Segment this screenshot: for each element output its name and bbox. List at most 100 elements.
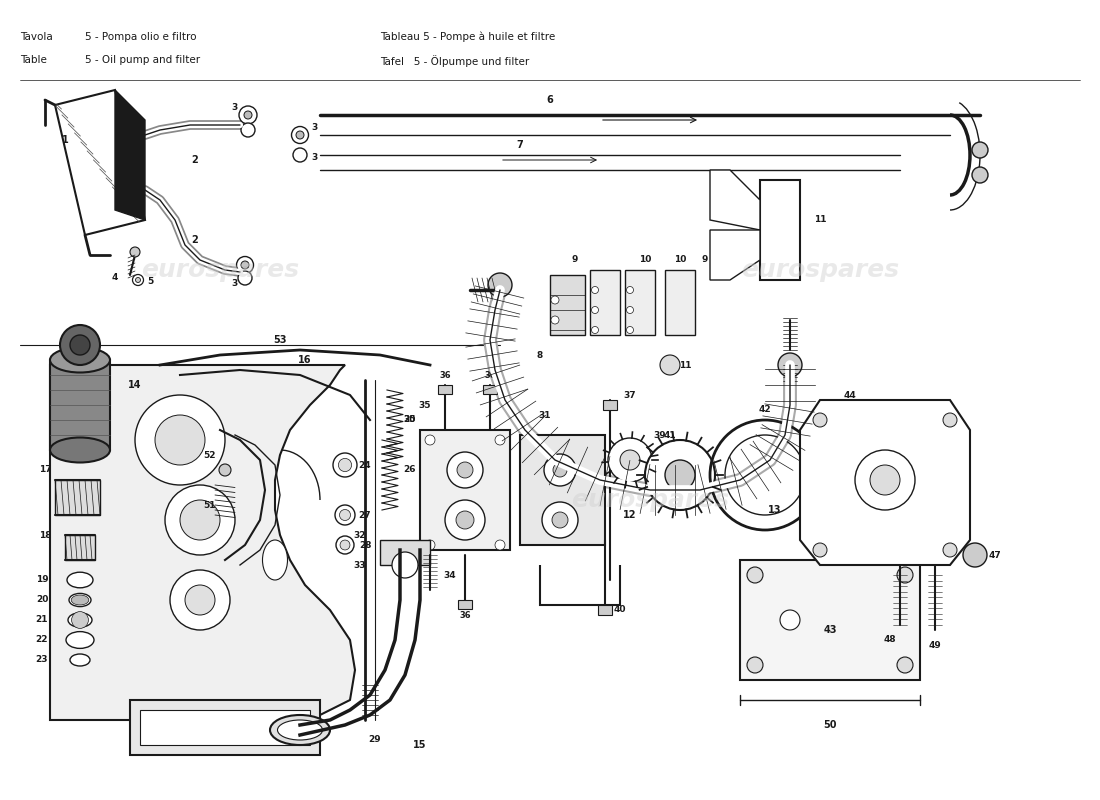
Text: 15: 15	[414, 740, 427, 750]
Ellipse shape	[263, 540, 287, 580]
Text: 37: 37	[624, 390, 636, 399]
Bar	[65, 535, 95, 560]
Text: 50: 50	[823, 720, 837, 730]
Bar	[840, 410, 865, 450]
Circle shape	[778, 353, 802, 377]
Text: 26: 26	[404, 466, 416, 474]
Circle shape	[620, 450, 640, 470]
Circle shape	[239, 106, 257, 124]
Text: 32: 32	[354, 530, 366, 539]
Text: 6: 6	[547, 95, 553, 105]
Circle shape	[447, 452, 483, 488]
Text: 10: 10	[674, 255, 686, 265]
Circle shape	[896, 657, 913, 673]
Circle shape	[592, 286, 598, 294]
Circle shape	[918, 418, 942, 442]
Bar	[438, 385, 452, 394]
Circle shape	[943, 413, 957, 427]
Text: 9: 9	[702, 255, 708, 265]
Bar	[590, 270, 620, 335]
Circle shape	[336, 505, 355, 525]
Circle shape	[296, 131, 304, 139]
Circle shape	[592, 306, 598, 314]
Circle shape	[165, 485, 235, 555]
Text: eurospares: eurospares	[141, 258, 299, 282]
Circle shape	[627, 306, 634, 314]
Circle shape	[236, 257, 253, 274]
Ellipse shape	[50, 438, 110, 462]
Circle shape	[553, 463, 566, 477]
Circle shape	[552, 512, 568, 528]
Text: 44: 44	[844, 390, 857, 399]
Circle shape	[544, 454, 576, 486]
Bar	[603, 400, 617, 410]
Text: 5: 5	[147, 278, 153, 286]
Text: 48: 48	[883, 635, 896, 645]
Circle shape	[813, 543, 827, 557]
Circle shape	[238, 271, 252, 285]
Bar	[598, 605, 612, 615]
Text: 5 - Oil pump and filter: 5 - Oil pump and filter	[85, 55, 200, 65]
Text: eurospares: eurospares	[741, 258, 899, 282]
Text: 40: 40	[614, 606, 626, 614]
Circle shape	[627, 326, 634, 334]
Circle shape	[645, 440, 715, 510]
Circle shape	[72, 611, 88, 629]
Polygon shape	[710, 170, 760, 230]
Bar	[483, 385, 497, 394]
Text: 2: 2	[191, 155, 198, 165]
Text: eurospares: eurospares	[571, 488, 729, 512]
Text: 49: 49	[928, 641, 942, 650]
Ellipse shape	[277, 720, 322, 740]
Ellipse shape	[270, 715, 330, 745]
Text: 13: 13	[768, 505, 782, 515]
Circle shape	[425, 435, 435, 445]
Text: 36: 36	[459, 610, 471, 619]
Text: 30: 30	[404, 415, 416, 425]
Bar	[625, 270, 654, 335]
Text: 9: 9	[572, 255, 579, 265]
Polygon shape	[116, 90, 145, 220]
Text: 29: 29	[368, 735, 382, 745]
Text: 33: 33	[354, 561, 366, 570]
Ellipse shape	[68, 613, 92, 627]
Circle shape	[293, 148, 307, 162]
Text: 3: 3	[312, 154, 318, 162]
Circle shape	[135, 395, 226, 485]
Circle shape	[185, 585, 214, 615]
Text: Tableau 5 - Pompe à huile et filtre: Tableau 5 - Pompe à huile et filtre	[379, 32, 556, 42]
Text: 21: 21	[35, 615, 48, 625]
Circle shape	[972, 142, 988, 158]
Polygon shape	[800, 400, 970, 565]
Text: 35: 35	[419, 401, 431, 410]
Text: 10: 10	[639, 255, 651, 265]
Circle shape	[747, 567, 763, 583]
Text: 12: 12	[624, 510, 637, 520]
Circle shape	[488, 273, 512, 297]
Text: 41: 41	[663, 430, 676, 439]
Circle shape	[666, 460, 695, 490]
Circle shape	[813, 413, 827, 427]
Text: 11: 11	[814, 215, 826, 225]
Text: 17: 17	[39, 466, 52, 474]
Text: 2: 2	[191, 235, 198, 245]
Text: 27: 27	[359, 510, 372, 519]
Text: 31: 31	[539, 410, 551, 419]
Circle shape	[592, 326, 598, 334]
Ellipse shape	[67, 572, 94, 588]
Circle shape	[340, 510, 351, 521]
Circle shape	[241, 123, 255, 137]
Circle shape	[392, 552, 418, 578]
Text: 18: 18	[39, 530, 52, 539]
Ellipse shape	[70, 654, 90, 666]
Circle shape	[70, 335, 90, 355]
Text: Table: Table	[20, 55, 47, 65]
Text: 8: 8	[537, 350, 543, 359]
Text: 11: 11	[679, 361, 691, 370]
Text: 14: 14	[129, 380, 142, 390]
Text: Tafel   5 - Ölpumpe und filter: Tafel 5 - Ölpumpe und filter	[379, 55, 529, 67]
Circle shape	[219, 464, 231, 476]
Circle shape	[425, 540, 435, 550]
Circle shape	[446, 500, 485, 540]
Bar	[55, 480, 100, 515]
